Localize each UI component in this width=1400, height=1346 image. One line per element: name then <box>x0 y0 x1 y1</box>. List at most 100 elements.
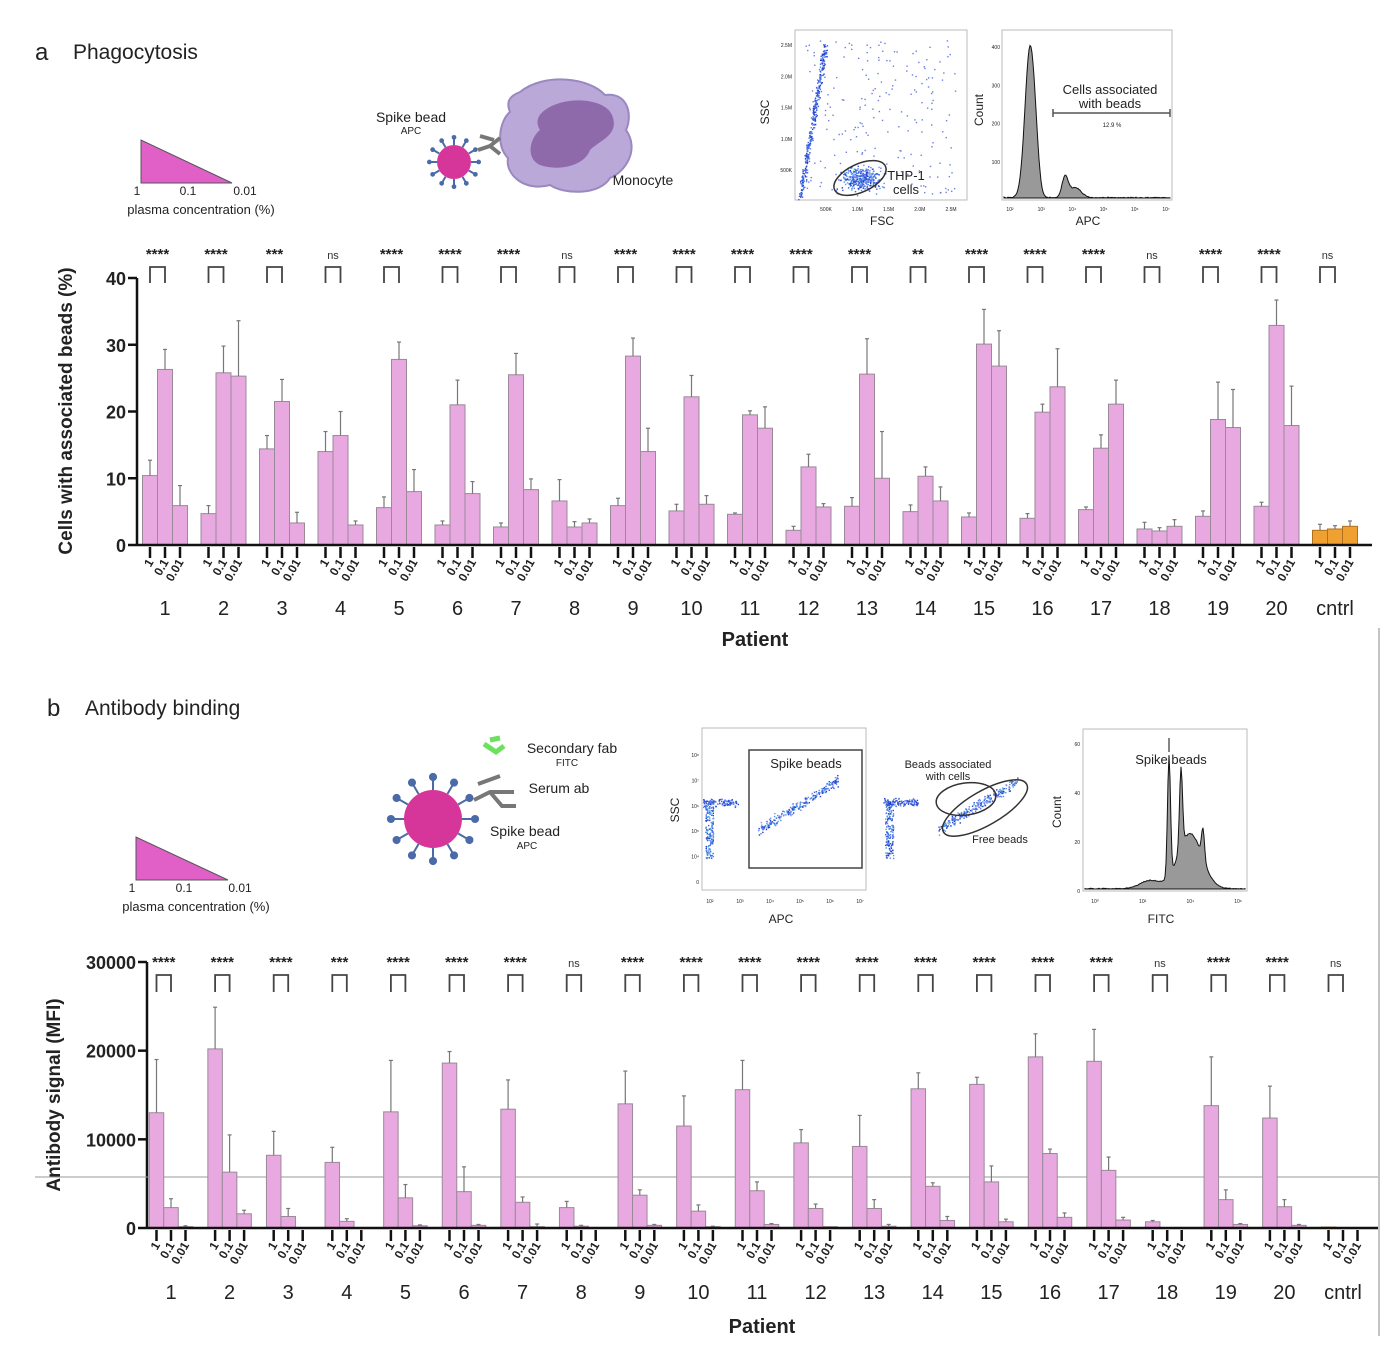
significance-bracket <box>448 974 465 992</box>
event-dot <box>930 124 933 126</box>
spike-protein-icon <box>476 159 482 165</box>
event-dot <box>814 100 816 103</box>
event-dot <box>990 797 992 799</box>
event-dot <box>885 92 887 94</box>
event-dot <box>712 821 714 823</box>
event-dot <box>814 114 816 116</box>
event-dot <box>734 801 737 804</box>
bead-core <box>404 790 462 848</box>
event-dot <box>816 79 819 81</box>
event-dot <box>880 81 883 83</box>
event-dot <box>760 821 763 824</box>
event-dot <box>705 814 707 816</box>
tick-label: 10⁷ <box>856 899 864 905</box>
event-dot <box>869 46 872 49</box>
event-dot <box>856 184 859 187</box>
event-dot <box>862 170 864 172</box>
event-dot <box>866 171 869 173</box>
gate-label: Spike beads <box>770 756 842 771</box>
event-dot <box>721 798 723 801</box>
event-dot <box>986 800 988 802</box>
event-dot <box>823 787 825 790</box>
bar-patient-15-conc-1 <box>961 516 977 546</box>
event-dot <box>845 171 848 174</box>
event-dot <box>901 801 903 804</box>
event-dot <box>878 185 880 188</box>
event-dot <box>980 803 982 806</box>
event-dot <box>773 822 775 824</box>
event-dot <box>712 812 715 814</box>
event-dot <box>976 802 978 804</box>
bar-patient-1-conc-0.1 <box>157 368 173 546</box>
event-dot <box>943 72 945 74</box>
significance-label: *** <box>266 246 284 263</box>
event-dot <box>841 99 844 101</box>
event-dot <box>705 845 708 848</box>
event-dot <box>832 784 834 786</box>
event-dot <box>719 798 721 801</box>
spike-protein-icon <box>392 835 401 845</box>
event-dot <box>776 814 779 817</box>
event-dot <box>760 832 762 835</box>
panel-a-title: Phagocytosis <box>73 41 198 64</box>
event-dot <box>823 44 825 46</box>
event-dot <box>906 65 908 67</box>
event-dot <box>898 798 900 800</box>
tick-label: 1.0M <box>781 137 792 143</box>
significance-bracket <box>1026 266 1044 283</box>
event-dot <box>889 833 892 836</box>
spike-protein-icon <box>430 147 436 153</box>
event-dot <box>978 806 980 809</box>
event-dot <box>886 822 889 825</box>
event-dot <box>814 120 816 122</box>
event-dot <box>852 177 854 179</box>
event-dot <box>945 136 947 139</box>
event-dot <box>897 156 899 159</box>
event-dot <box>806 157 809 159</box>
event-dot <box>870 166 872 169</box>
event-dot <box>904 804 906 806</box>
event-dot <box>890 850 893 853</box>
event-dot <box>878 179 880 182</box>
concentration-tick-label: 0.01 <box>455 556 479 584</box>
bar-patient-15-conc-0.01 <box>991 365 1007 546</box>
bar-patient-12-conc-1 <box>785 529 802 546</box>
bar-patient-8-conc-0.1 <box>566 526 583 546</box>
bar-patient-7-conc-0.1 <box>508 374 524 546</box>
significance-bracket <box>1151 974 1169 992</box>
event-dot <box>1016 780 1018 783</box>
event-dot <box>806 162 809 165</box>
event-dot <box>783 811 786 813</box>
event-dot <box>865 170 867 172</box>
event-dot <box>812 101 814 103</box>
event-dot <box>865 172 868 174</box>
event-dot <box>711 814 714 816</box>
event-dot <box>931 108 933 111</box>
significance-label: **** <box>965 246 989 263</box>
event-dot <box>872 184 875 186</box>
event-dot <box>862 172 864 175</box>
event-dot <box>709 837 712 839</box>
event-dot <box>984 796 986 798</box>
significance-bracket <box>266 266 283 283</box>
event-dot <box>827 94 829 96</box>
event-dot <box>817 105 820 108</box>
event-dot <box>769 822 772 824</box>
event-dot <box>853 128 855 131</box>
event-dot <box>996 789 998 791</box>
event-dot <box>762 831 764 834</box>
significance-label: **** <box>738 954 762 971</box>
event-dot <box>824 76 826 78</box>
event-dot <box>786 810 788 812</box>
event-dot <box>708 837 710 840</box>
event-dot <box>864 173 866 176</box>
significance-bracket <box>441 266 459 283</box>
event-dot <box>806 148 808 150</box>
serum-ab-label: Serum ab <box>529 780 590 796</box>
event-dot <box>814 97 817 99</box>
event-dot <box>863 173 865 176</box>
event-dot <box>865 181 867 183</box>
event-dot <box>888 93 890 96</box>
event-dot <box>994 794 996 797</box>
event-dot <box>712 817 715 820</box>
